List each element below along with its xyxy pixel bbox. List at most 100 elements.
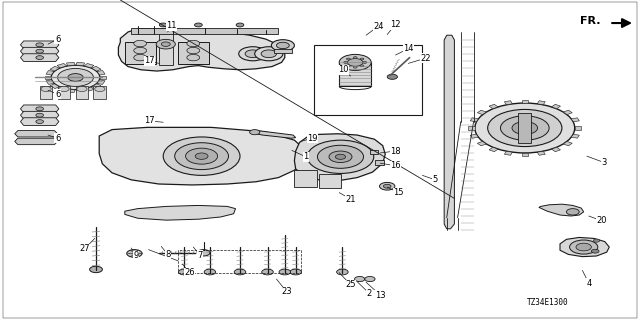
Circle shape bbox=[195, 153, 208, 159]
Polygon shape bbox=[46, 70, 54, 75]
Polygon shape bbox=[563, 110, 572, 115]
Text: 3: 3 bbox=[602, 158, 607, 167]
Circle shape bbox=[271, 40, 294, 51]
Polygon shape bbox=[563, 141, 572, 146]
Polygon shape bbox=[118, 29, 285, 71]
Polygon shape bbox=[57, 63, 67, 68]
Circle shape bbox=[36, 113, 44, 117]
Circle shape bbox=[346, 65, 350, 67]
Polygon shape bbox=[537, 151, 545, 155]
Polygon shape bbox=[489, 104, 498, 109]
Text: 27: 27 bbox=[79, 244, 90, 253]
Bar bbox=[159, 33, 173, 65]
Circle shape bbox=[353, 66, 357, 68]
Circle shape bbox=[488, 109, 562, 147]
Circle shape bbox=[127, 250, 142, 257]
Polygon shape bbox=[489, 147, 498, 152]
Polygon shape bbox=[50, 66, 60, 71]
Circle shape bbox=[239, 47, 267, 61]
Polygon shape bbox=[45, 76, 51, 79]
Text: 7: 7 bbox=[198, 251, 203, 260]
Bar bbox=[518, 113, 531, 143]
Circle shape bbox=[255, 47, 283, 61]
Text: 6: 6 bbox=[55, 134, 60, 143]
Bar bbox=[58, 86, 70, 99]
Circle shape bbox=[36, 56, 44, 60]
Text: 14: 14 bbox=[403, 44, 413, 53]
Text: 10: 10 bbox=[338, 65, 348, 74]
Circle shape bbox=[387, 74, 397, 79]
Polygon shape bbox=[522, 153, 528, 156]
Text: 8: 8 bbox=[165, 250, 170, 259]
Circle shape bbox=[95, 86, 105, 92]
Polygon shape bbox=[20, 118, 59, 125]
Text: 16: 16 bbox=[390, 161, 401, 170]
Text: 26: 26 bbox=[184, 268, 195, 277]
Circle shape bbox=[363, 61, 367, 63]
Polygon shape bbox=[522, 100, 528, 103]
Polygon shape bbox=[20, 111, 59, 119]
Polygon shape bbox=[552, 147, 561, 152]
Polygon shape bbox=[256, 131, 296, 138]
Bar bbox=[131, 28, 278, 34]
Bar bbox=[76, 86, 88, 99]
Circle shape bbox=[163, 137, 240, 175]
Circle shape bbox=[186, 148, 218, 164]
Text: FR.: FR. bbox=[580, 16, 600, 26]
Text: 2: 2 bbox=[367, 289, 372, 298]
Circle shape bbox=[566, 209, 579, 215]
Circle shape bbox=[77, 86, 87, 92]
Circle shape bbox=[36, 120, 44, 124]
Circle shape bbox=[355, 276, 365, 282]
Text: 5: 5 bbox=[433, 175, 438, 184]
Circle shape bbox=[59, 86, 69, 92]
Circle shape bbox=[380, 182, 395, 190]
Bar bbox=[370, 150, 378, 154]
Polygon shape bbox=[504, 151, 513, 155]
Circle shape bbox=[197, 250, 210, 256]
Polygon shape bbox=[552, 104, 561, 109]
Circle shape bbox=[134, 47, 147, 54]
Circle shape bbox=[68, 74, 83, 81]
Circle shape bbox=[276, 42, 289, 49]
Circle shape bbox=[348, 59, 363, 66]
Circle shape bbox=[307, 140, 374, 173]
Polygon shape bbox=[294, 134, 385, 181]
Circle shape bbox=[187, 40, 200, 47]
Circle shape bbox=[570, 240, 598, 254]
Bar bbox=[314, 45, 422, 115]
Circle shape bbox=[337, 269, 348, 275]
Circle shape bbox=[187, 54, 200, 61]
Circle shape bbox=[339, 54, 371, 70]
Circle shape bbox=[51, 65, 100, 90]
Polygon shape bbox=[20, 54, 59, 61]
Circle shape bbox=[134, 40, 147, 47]
Circle shape bbox=[512, 122, 538, 134]
Circle shape bbox=[279, 269, 291, 275]
Circle shape bbox=[236, 23, 244, 27]
Polygon shape bbox=[470, 134, 478, 138]
Polygon shape bbox=[537, 101, 545, 105]
Polygon shape bbox=[20, 47, 59, 55]
Text: 6: 6 bbox=[55, 35, 60, 44]
Text: 1: 1 bbox=[303, 152, 308, 161]
Bar bbox=[319, 174, 341, 188]
Text: 15: 15 bbox=[394, 188, 404, 197]
Text: 11: 11 bbox=[166, 21, 177, 30]
Polygon shape bbox=[15, 131, 58, 137]
Polygon shape bbox=[125, 205, 236, 220]
Polygon shape bbox=[15, 138, 58, 145]
Bar bbox=[375, 160, 384, 165]
Polygon shape bbox=[76, 62, 84, 66]
Circle shape bbox=[90, 266, 102, 273]
Circle shape bbox=[591, 249, 599, 253]
Circle shape bbox=[161, 42, 170, 46]
Polygon shape bbox=[92, 84, 101, 89]
Circle shape bbox=[250, 130, 260, 135]
Polygon shape bbox=[504, 101, 513, 105]
Bar bbox=[93, 86, 106, 99]
Polygon shape bbox=[84, 63, 94, 68]
Circle shape bbox=[344, 61, 348, 63]
Circle shape bbox=[360, 58, 364, 60]
Circle shape bbox=[195, 23, 202, 27]
